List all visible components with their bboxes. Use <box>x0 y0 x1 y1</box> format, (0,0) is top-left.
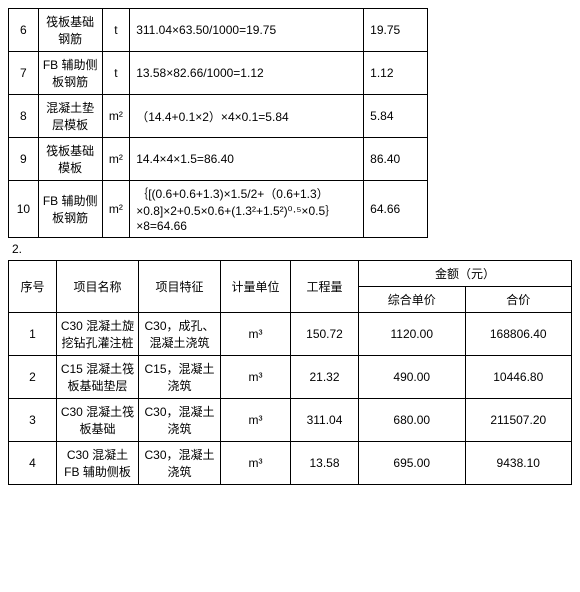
header-qty: 工程量 <box>291 261 359 313</box>
row-unit: m² <box>102 181 130 238</box>
table-row: 10 FB 辅助侧板钢筋 m² ｛[(0.6+0.6+1.3)×1.5/2+（0… <box>9 181 428 238</box>
row-unit: m³ <box>221 442 291 485</box>
row-qty: 86.40 <box>364 138 428 181</box>
row-price: 1120.00 <box>359 313 466 356</box>
row-qty: 64.66 <box>364 181 428 238</box>
row-name: 筏板基础钢筋 <box>38 9 102 52</box>
row-no: 10 <box>9 181 39 238</box>
table-row: 6 筏板基础钢筋 t 311.04×63.50/1000=19.75 19.75 <box>9 9 428 52</box>
row-qty: 21.32 <box>291 356 359 399</box>
header-row: 序号 项目名称 项目特征 计量单位 工程量 金额（元） <box>9 261 572 287</box>
row-no: 9 <box>9 138 39 181</box>
row-no: 1 <box>9 313 57 356</box>
row-qty: 13.58 <box>291 442 359 485</box>
row-no: 3 <box>9 399 57 442</box>
row-total: 211507.20 <box>465 399 572 442</box>
table-row: 3 C30 混凝土筏板基础 C30，混凝土浇筑 m³ 311.04 680.00… <box>9 399 572 442</box>
row-name: C30 混凝土筏板基础 <box>57 399 139 442</box>
row-unit: m³ <box>221 399 291 442</box>
row-name: FB 辅助侧板钢筋 <box>38 181 102 238</box>
row-no: 4 <box>9 442 57 485</box>
row-qty: 311.04 <box>291 399 359 442</box>
row-calc: ｛[(0.6+0.6+1.3)×1.5/2+（0.6+1.3）×0.8]×2+0… <box>130 181 364 238</box>
row-calc: （14.4+0.1×2）×4×0.1=5.84 <box>130 95 364 138</box>
row-price: 680.00 <box>359 399 466 442</box>
row-name: C30 混凝土FB 辅助侧板 <box>57 442 139 485</box>
row-qty: 150.72 <box>291 313 359 356</box>
row-price: 695.00 <box>359 442 466 485</box>
row-qty: 1.12 <box>364 52 428 95</box>
table-row: 7 FB 辅助侧板钢筋 t 13.58×82.66/1000=1.12 1.12 <box>9 52 428 95</box>
pricing-table: 序号 项目名称 项目特征 计量单位 工程量 金额（元） 综合单价 合价 1 C3… <box>8 260 572 485</box>
row-qty: 19.75 <box>364 9 428 52</box>
section-label: 2. <box>12 242 572 256</box>
row-total: 9438.10 <box>465 442 572 485</box>
row-no: 8 <box>9 95 39 138</box>
row-no: 7 <box>9 52 39 95</box>
calculation-table: 6 筏板基础钢筋 t 311.04×63.50/1000=19.75 19.75… <box>8 8 428 238</box>
row-spec: C15，混凝土浇筑 <box>139 356 221 399</box>
row-unit: m³ <box>221 356 291 399</box>
header-unit: 计量单位 <box>221 261 291 313</box>
row-calc: 311.04×63.50/1000=19.75 <box>130 9 364 52</box>
header-spec: 项目特征 <box>139 261 221 313</box>
row-name: FB 辅助侧板钢筋 <box>38 52 102 95</box>
row-calc: 13.58×82.66/1000=1.12 <box>130 52 364 95</box>
row-no: 2 <box>9 356 57 399</box>
table-row: 8 混凝土垫层模板 m² （14.4+0.1×2）×4×0.1=5.84 5.8… <box>9 95 428 138</box>
row-spec: C30，成孔、混凝土浇筑 <box>139 313 221 356</box>
row-unit: t <box>102 52 130 95</box>
row-unit: m³ <box>221 313 291 356</box>
row-name: 筏板基础模板 <box>38 138 102 181</box>
table-row: 2 C15 混凝土筏板基础垫层 C15，混凝土浇筑 m³ 21.32 490.0… <box>9 356 572 399</box>
row-total: 168806.40 <box>465 313 572 356</box>
row-spec: C30，混凝土浇筑 <box>139 399 221 442</box>
table-row: 9 筏板基础模板 m² 14.4×4×1.5=86.40 86.40 <box>9 138 428 181</box>
row-spec: C30，混凝土浇筑 <box>139 442 221 485</box>
header-no: 序号 <box>9 261 57 313</box>
header-amount-group: 金额（元） <box>359 261 572 287</box>
row-calc: 14.4×4×1.5=86.40 <box>130 138 364 181</box>
table-row: 1 C30 混凝土旋挖钻孔灌注桩 C30，成孔、混凝土浇筑 m³ 150.72 … <box>9 313 572 356</box>
row-unit: m² <box>102 95 130 138</box>
row-qty: 5.84 <box>364 95 428 138</box>
row-total: 10446.80 <box>465 356 572 399</box>
row-unit: t <box>102 9 130 52</box>
row-name: 混凝土垫层模板 <box>38 95 102 138</box>
row-name: C30 混凝土旋挖钻孔灌注桩 <box>57 313 139 356</box>
table-row: 4 C30 混凝土FB 辅助侧板 C30，混凝土浇筑 m³ 13.58 695.… <box>9 442 572 485</box>
row-name: C15 混凝土筏板基础垫层 <box>57 356 139 399</box>
row-unit: m² <box>102 138 130 181</box>
row-price: 490.00 <box>359 356 466 399</box>
header-total: 合价 <box>465 287 572 313</box>
header-price: 综合单价 <box>359 287 466 313</box>
header-name: 项目名称 <box>57 261 139 313</box>
row-no: 6 <box>9 9 39 52</box>
